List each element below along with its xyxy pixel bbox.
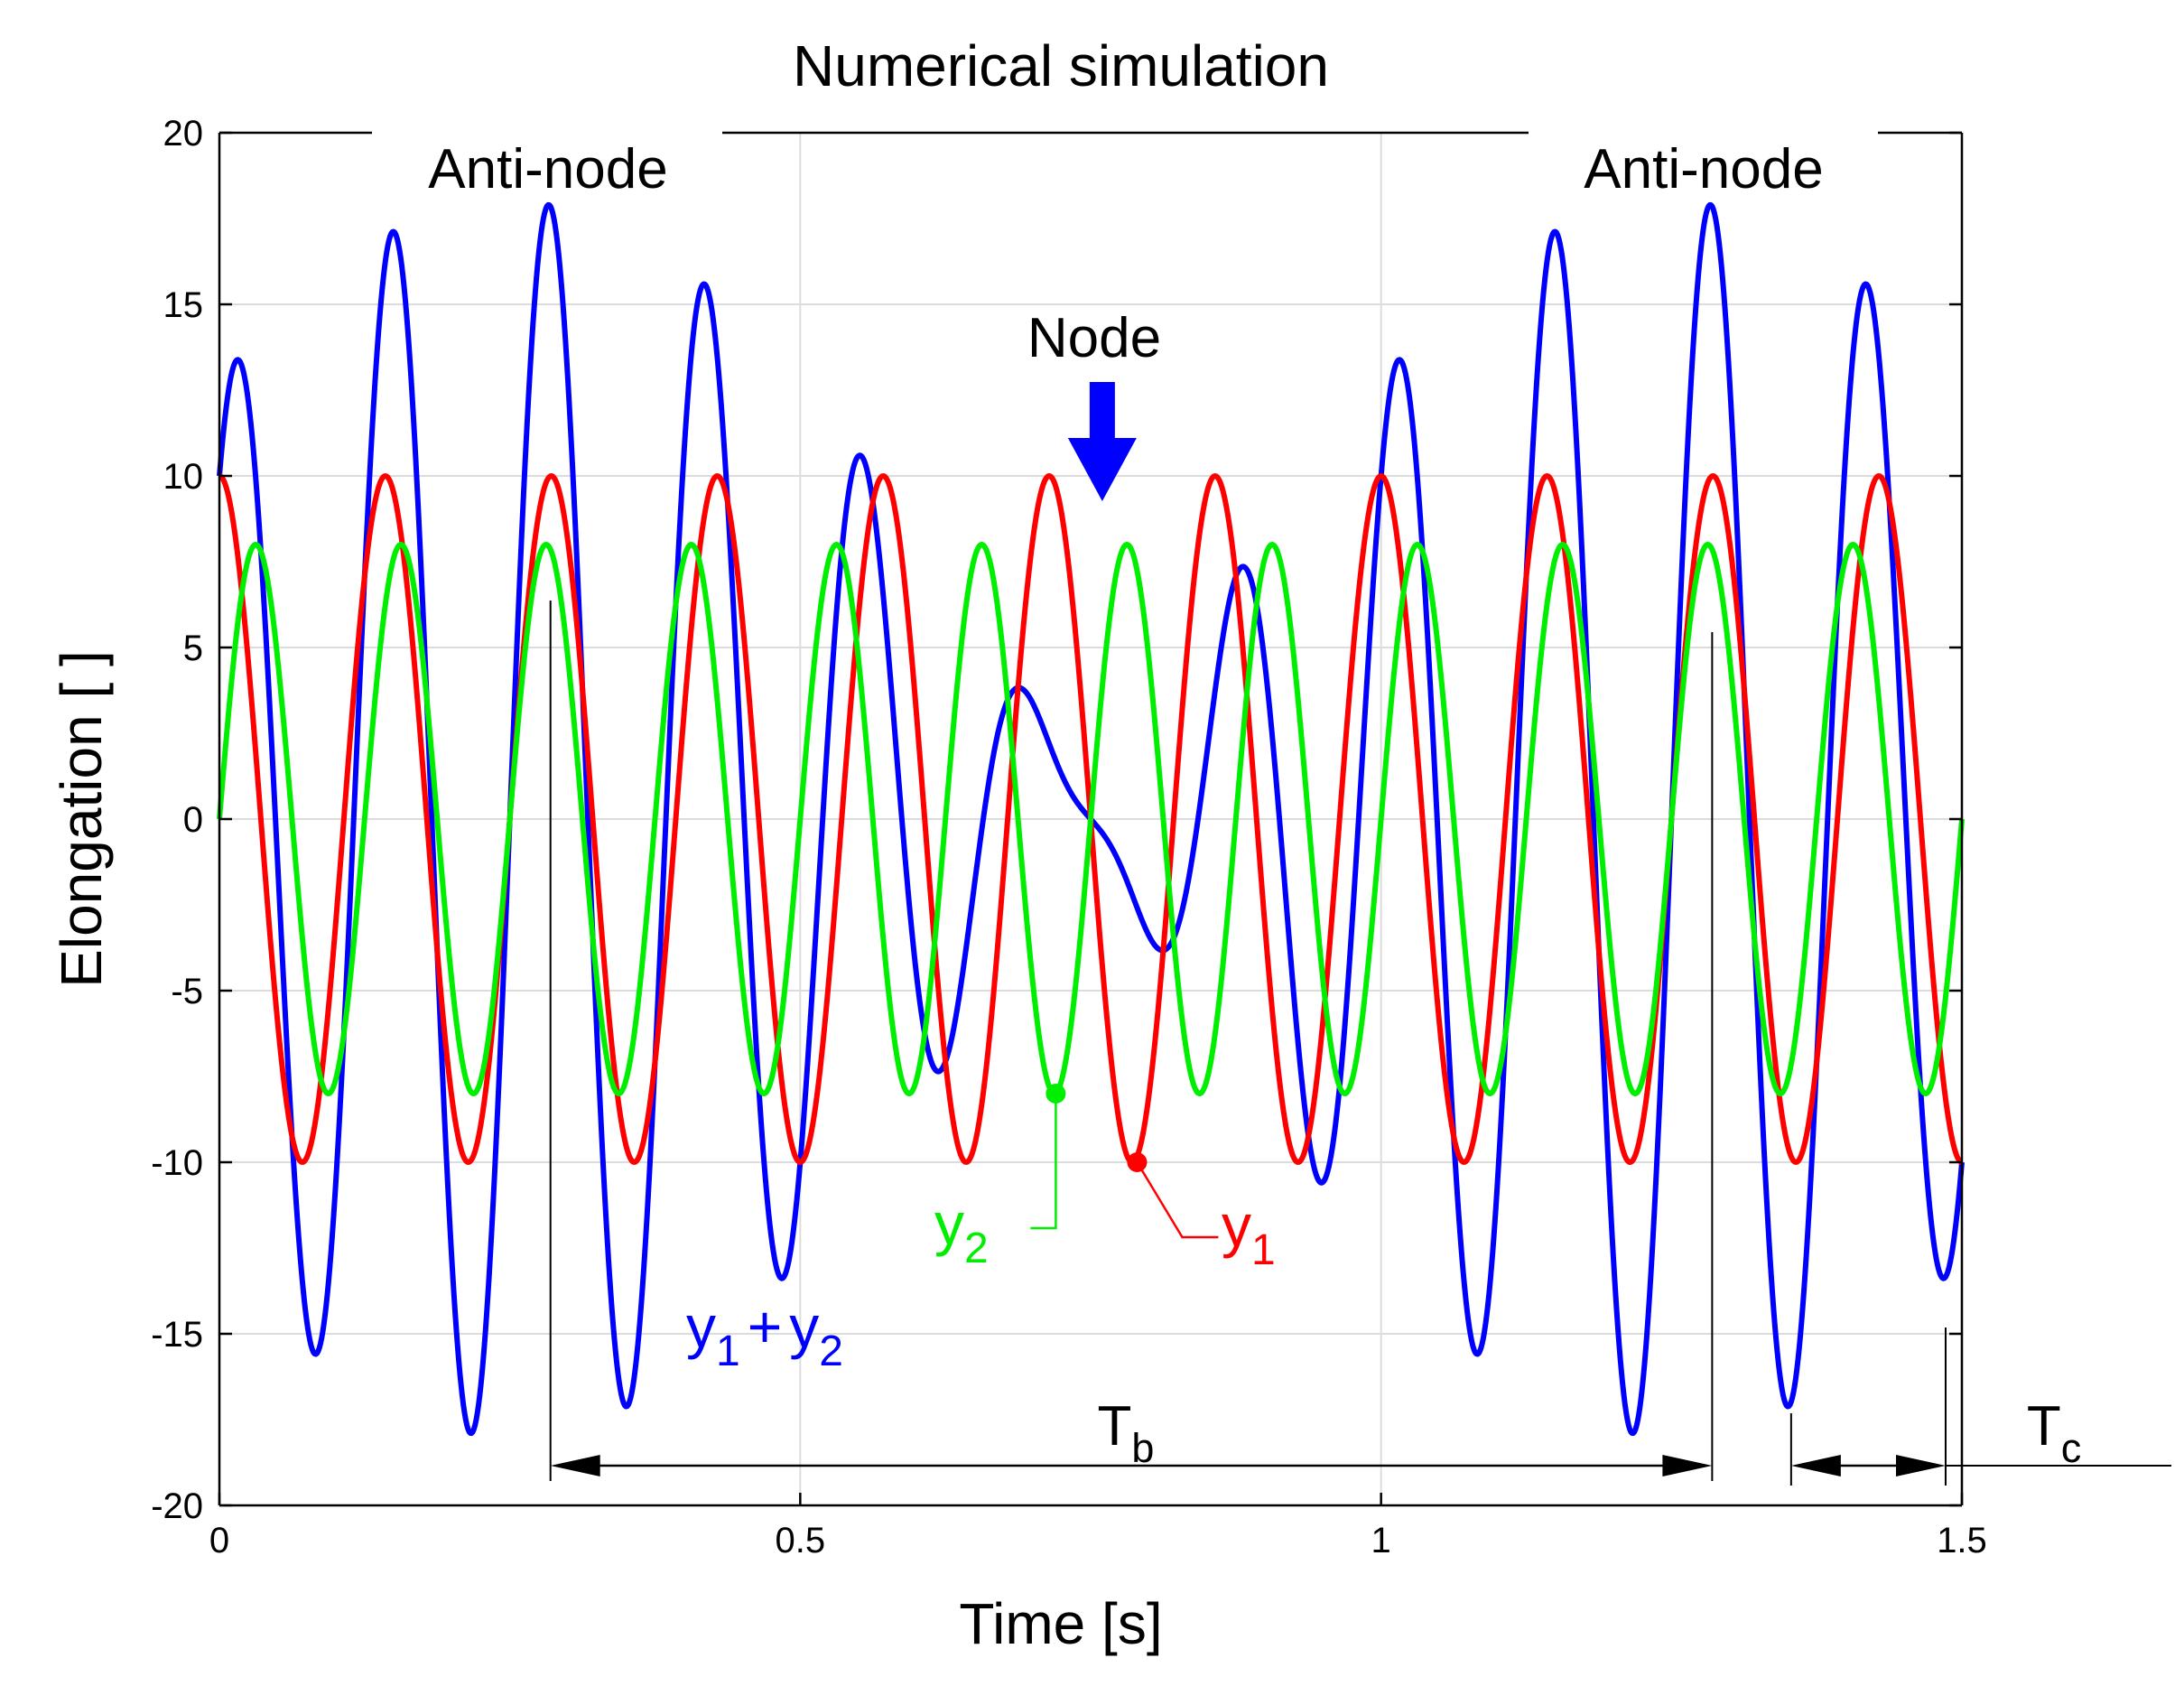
y2-leader-line [1030, 1094, 1057, 1230]
y1-label: y1 [1222, 1192, 1276, 1274]
y-tick-label: 20 [163, 114, 204, 154]
y-tick-label: -5 [171, 972, 203, 1011]
labels: 0 0.5 1 1.5 -20 -15 -10 -5 0 5 10 15 20 Numerical sim… [49, 33, 2081, 1656]
tb-label: Tb [1098, 1395, 1155, 1471]
y-tick-label: 10 [163, 457, 204, 497]
x-tick-label: 1 [1371, 1521, 1391, 1560]
x-tick-label: 1.5 [1937, 1521, 1987, 1560]
node-arrow [1067, 382, 1137, 501]
y-tick-label: -10 [151, 1143, 203, 1183]
plot-curves [217, 201, 1965, 1437]
y1-leader-line [1136, 1161, 1219, 1239]
antinode-label-right: Anti-node [1584, 138, 1823, 200]
tc-label: Tc [2027, 1395, 2081, 1471]
chart-title: Numerical simulation [793, 33, 1329, 98]
x-tick-label: 0 [209, 1521, 229, 1560]
y-tick-label: -20 [151, 1486, 203, 1526]
node-label: Node [1027, 307, 1161, 369]
y-axis-label: Elongation [ ] [49, 650, 114, 988]
y2-marker [1046, 1084, 1066, 1104]
y1-marker [1127, 1152, 1148, 1172]
x-axis-label: Time [s] [959, 1591, 1162, 1656]
axes [218, 131, 1964, 1507]
y2-label: y2 [934, 1190, 989, 1272]
tc-arrowhead-left [1790, 1455, 1841, 1476]
series-line-y2 [217, 542, 1965, 1096]
tc-arrowhead-right [1895, 1455, 1946, 1476]
tb-arrowhead-right [1662, 1455, 1713, 1476]
y-tick-label: -15 [151, 1315, 203, 1355]
x-tick-label: 0.5 [776, 1521, 826, 1560]
y-tick-label: 15 [163, 285, 204, 325]
tb-arrowhead-left [550, 1455, 600, 1476]
antinode-label-left: Anti-node [428, 138, 667, 200]
sum-label: y1 + y2 [686, 1293, 843, 1375]
y-tick-label: 0 [183, 800, 203, 840]
y-tick-label: 5 [183, 629, 203, 668]
annotations [549, 382, 2171, 1486]
